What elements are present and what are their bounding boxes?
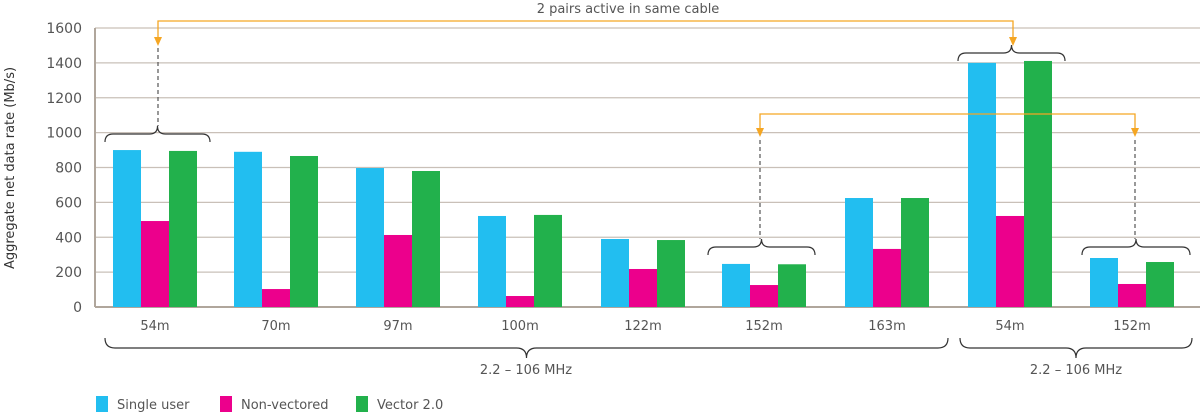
y-tick-label: 1600 [46, 21, 82, 37]
x-category-label: 122m [624, 319, 661, 334]
bar [901, 198, 929, 307]
bar [1024, 60, 1052, 307]
legend-swatch [96, 396, 108, 412]
bar [1118, 283, 1146, 307]
bar [657, 240, 685, 307]
bar [356, 168, 384, 307]
arrow-head-icon [756, 128, 764, 137]
x-category-label: 152m [745, 319, 782, 334]
x-category-label: 70m [261, 319, 290, 334]
bar [778, 264, 806, 307]
x-category-label: 54m [140, 319, 169, 334]
bar [169, 150, 197, 307]
bar [1090, 258, 1118, 307]
bar [534, 214, 562, 307]
bar [234, 151, 262, 307]
bar [478, 215, 506, 307]
group-label: 2.2 – 106 MHz [1030, 363, 1122, 378]
group-braces: 2.2 – 106 MHz 2.2 – 106 MHz [104, 337, 1193, 378]
bar [384, 234, 412, 307]
bar [750, 285, 778, 307]
x-category-label: 54m [995, 319, 1024, 334]
annotation-label: 2 pairs active in same cable [537, 2, 720, 17]
bar [873, 248, 901, 307]
annotation-brace [1081, 238, 1191, 256]
bar [1146, 262, 1174, 307]
y-tick-label: 600 [55, 195, 82, 211]
legend-label: Single user [117, 398, 190, 413]
bar [262, 289, 290, 307]
bar [845, 198, 873, 307]
legend-swatch [356, 396, 368, 412]
bar [629, 268, 657, 307]
group-brace [959, 337, 1193, 359]
y-tick-label: 1400 [46, 56, 82, 72]
bar [506, 296, 534, 307]
annotation-arrow-line [759, 113, 1136, 129]
x-category-label: 152m [1113, 319, 1150, 334]
x-category-label: 100m [501, 319, 538, 334]
y-tick-label: 800 [55, 161, 82, 177]
y-tick-label: 0 [73, 300, 82, 316]
bar [968, 62, 996, 307]
y-tick-label: 400 [55, 230, 82, 246]
bars [113, 60, 1174, 307]
x-axis-categories: 54m 70m 97m 100m 122m 152m 163m 54m 152m [140, 319, 1150, 334]
annotation-brace [104, 125, 211, 143]
bar [113, 150, 141, 307]
bar [412, 170, 440, 307]
annotation-arrow-line [157, 20, 1014, 38]
bar [601, 238, 629, 307]
x-category-label: 97m [383, 319, 412, 334]
annotations: 2 pairs active in same cable [104, 2, 1191, 256]
legend: Single user Non-vectored Vector 2.0 [96, 396, 443, 413]
legend-label: Non-vectored [241, 398, 328, 413]
y-axis-ticks: 0 200 400 600 800 1000 1200 1400 1600 [46, 21, 82, 316]
bar [722, 263, 750, 307]
annotation-brace [957, 44, 1066, 62]
group-brace [104, 337, 949, 359]
y-axis-label: Aggregate net data rate (Mb/s) [3, 67, 18, 269]
bar [996, 215, 1024, 307]
x-category-label: 163m [868, 319, 905, 334]
legend-label: Vector 2.0 [377, 398, 443, 413]
arrow-head-icon [1131, 128, 1139, 137]
y-tick-label: 1200 [46, 91, 82, 107]
group-label: 2.2 – 106 MHz [480, 363, 572, 378]
y-tick-label: 1000 [46, 126, 82, 142]
bar [290, 155, 318, 307]
annotation-brace [707, 238, 816, 256]
arrow-head-icon [1009, 37, 1017, 46]
y-tick-label: 200 [55, 265, 82, 281]
legend-swatch [220, 396, 232, 412]
bar [141, 221, 169, 307]
arrow-head-icon [154, 37, 162, 46]
